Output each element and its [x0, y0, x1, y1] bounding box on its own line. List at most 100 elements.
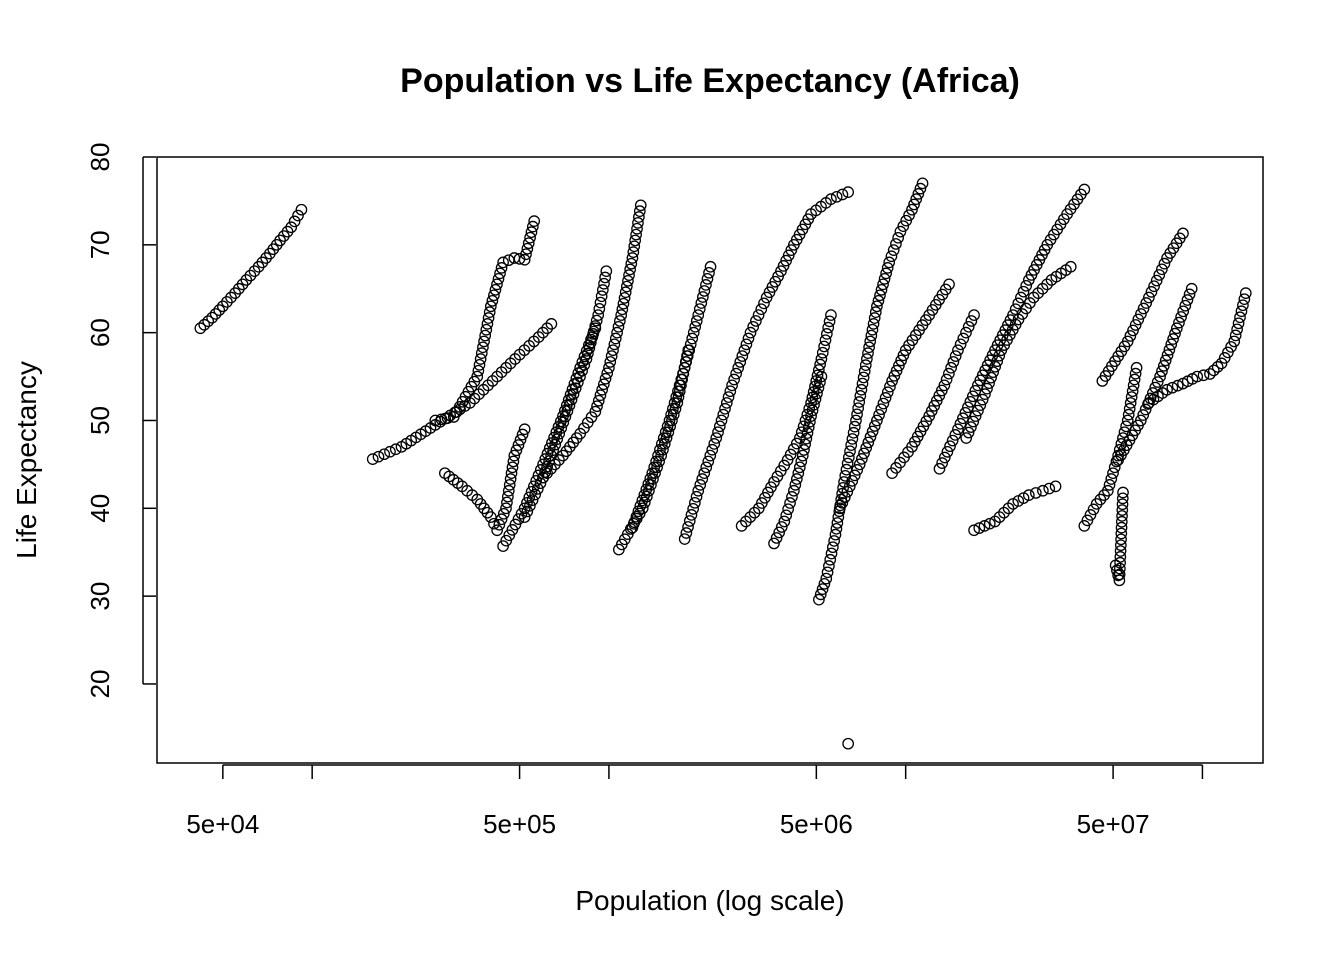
data-point [1222, 346, 1234, 359]
data-point [654, 443, 666, 456]
data-point [859, 359, 872, 371]
y-axis-label: Life Expectancy [11, 361, 42, 559]
data-point [717, 408, 730, 421]
data-point [842, 451, 855, 464]
data-point [853, 396, 866, 408]
data-point [858, 365, 871, 378]
data-point [597, 378, 610, 391]
data-point [936, 457, 948, 469]
data-point [684, 338, 697, 351]
data-point [1012, 297, 1025, 310]
data-point [541, 467, 553, 480]
data-point [695, 297, 708, 309]
data-point [846, 475, 859, 487]
data-point [625, 257, 638, 270]
data-point [553, 454, 565, 466]
data-point [1204, 368, 1216, 380]
data-point [814, 358, 826, 371]
data-point [871, 300, 883, 313]
data-point [892, 231, 905, 244]
data-point [1103, 479, 1116, 491]
data-point [832, 511, 845, 523]
data-point [630, 510, 643, 523]
data-point [525, 485, 538, 498]
data-point [221, 296, 233, 308]
data-point [1232, 317, 1245, 330]
data-point [288, 215, 301, 228]
data-point [209, 308, 222, 320]
data-point [489, 283, 502, 296]
data-point [508, 449, 521, 462]
data-point [823, 315, 836, 328]
data-point [549, 438, 562, 451]
data-point [887, 244, 900, 256]
data-point [786, 491, 798, 503]
data-point [742, 332, 755, 345]
data-point [968, 309, 980, 321]
data-point [798, 444, 810, 456]
data-point [983, 377, 995, 390]
data-point [822, 321, 835, 334]
data-point [1129, 319, 1142, 331]
data-point [1115, 521, 1128, 534]
data-point [875, 403, 888, 416]
data-point [945, 361, 957, 374]
data-point [702, 455, 715, 468]
data-point [732, 361, 745, 374]
data-point [706, 443, 719, 456]
data-point [1116, 498, 1129, 511]
data-point [627, 246, 640, 258]
data-point [584, 336, 597, 349]
data-point [668, 397, 681, 409]
data-point [696, 473, 709, 485]
data-point [789, 479, 802, 491]
data-point [895, 354, 907, 367]
data-point [855, 383, 868, 396]
data-point [689, 496, 701, 509]
data-point [623, 269, 635, 281]
data-point [813, 593, 825, 606]
data-point [1239, 287, 1252, 299]
data-point [586, 331, 599, 343]
data-point [1064, 260, 1077, 273]
data-point [629, 234, 642, 247]
data-point [1115, 533, 1127, 546]
data-point [1158, 257, 1171, 270]
data-point [1156, 365, 1168, 378]
data-point [648, 461, 661, 474]
data-point [633, 205, 646, 218]
data-point [962, 426, 975, 439]
data-point [478, 335, 490, 348]
data-point [532, 331, 545, 343]
data-point [1087, 503, 1100, 516]
data-point [830, 190, 843, 203]
data-point [983, 517, 996, 530]
data-point [811, 387, 823, 400]
data-point [503, 479, 516, 491]
data-point [914, 182, 927, 195]
data-point [871, 414, 883, 427]
data-point [1167, 333, 1179, 345]
data-point [526, 494, 539, 506]
data-point [724, 385, 737, 398]
data-point [744, 326, 757, 339]
data-point [592, 394, 605, 407]
data-point [843, 480, 856, 493]
data-point [613, 315, 626, 327]
data-point [734, 356, 747, 368]
data-point [780, 509, 793, 522]
data-point [518, 502, 531, 515]
data-point [828, 535, 841, 547]
data-point [638, 489, 651, 501]
data-point [1169, 327, 1181, 340]
data-point [561, 405, 574, 417]
data-point [630, 228, 642, 241]
data-point [814, 376, 826, 389]
data-point [1143, 291, 1155, 304]
data-point [979, 388, 991, 400]
data-point [642, 478, 655, 490]
data-point [703, 266, 715, 279]
data-point [952, 344, 964, 357]
data-point [869, 306, 882, 319]
data-point [225, 291, 237, 304]
